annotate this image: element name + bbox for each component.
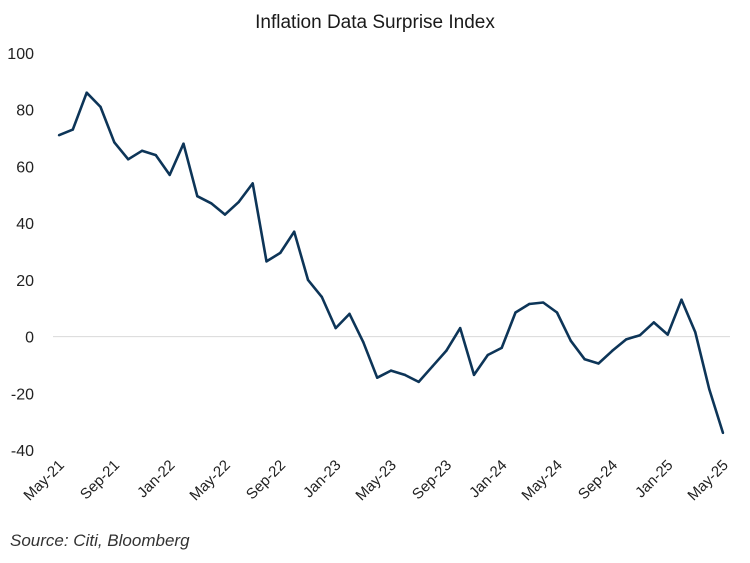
data-point-Aug-23 bbox=[431, 365, 434, 368]
x-tick-label: Sep-24 bbox=[575, 457, 621, 503]
data-point-Aug-21 bbox=[99, 105, 102, 109]
data-point-Jul-21 bbox=[85, 91, 88, 94]
data-point-Dec-22 bbox=[320, 295, 324, 299]
x-tick-label: May-24 bbox=[518, 457, 565, 504]
data-point-Nov-23 bbox=[472, 373, 476, 377]
x-tick-label: Sep-21 bbox=[77, 457, 123, 503]
y-tick-label: 60 bbox=[16, 159, 34, 176]
data-point-Sep-23 bbox=[445, 349, 448, 352]
data-point-Jul-22 bbox=[251, 182, 254, 185]
chart-title: Inflation Data Surprise Index bbox=[255, 12, 495, 33]
data-point-Jan-25 bbox=[666, 333, 669, 336]
x-tick-label: Jan-25 bbox=[632, 457, 676, 501]
y-tick-label: -40 bbox=[11, 443, 34, 460]
data-point-Aug-24 bbox=[597, 362, 600, 365]
data-point-Mar-24 bbox=[528, 302, 531, 306]
x-tick-label: Jan-23 bbox=[300, 457, 344, 501]
data-point-Sep-22 bbox=[279, 251, 282, 255]
data-point-Feb-24 bbox=[514, 311, 517, 314]
data-point-Nov-21 bbox=[140, 149, 144, 153]
data-point-Nov-24 bbox=[638, 333, 642, 337]
y-tick-label: 40 bbox=[16, 216, 34, 233]
x-tick-label: May-21 bbox=[20, 457, 67, 504]
data-point-Apr-25 bbox=[707, 387, 711, 391]
x-tick-label: Jan-22 bbox=[134, 457, 178, 501]
data-point-Jul-24 bbox=[583, 358, 586, 361]
data-point-Sep-21 bbox=[113, 141, 116, 144]
data-point-Oct-23 bbox=[458, 326, 462, 330]
data-point-Jan-22 bbox=[168, 173, 171, 177]
data-point-Dec-21 bbox=[154, 153, 158, 157]
data-point-Jun-22 bbox=[237, 200, 241, 204]
y-tick-label: -20 bbox=[11, 386, 34, 403]
data-point-Oct-21 bbox=[126, 158, 130, 161]
data-point-Dec-23 bbox=[486, 353, 490, 357]
data-point-Jan-23 bbox=[334, 326, 337, 330]
data-point-Apr-23 bbox=[375, 376, 379, 379]
y-tick-label: 80 bbox=[16, 103, 34, 120]
y-axis-ticks: 100 80 60 40 20 0 -20 -40 bbox=[7, 46, 34, 460]
x-axis-ticks: May-21 Sep-21 Jan-22 May-22 Sep-22 Jan-23 May-… bbox=[20, 457, 731, 504]
data-point-Feb-22 bbox=[182, 142, 185, 145]
data-point-Mar-25 bbox=[694, 331, 697, 334]
data-point-Aug-22 bbox=[265, 260, 268, 263]
data-point-Jun-24 bbox=[569, 339, 573, 343]
y-tick-label: 20 bbox=[16, 273, 34, 290]
data-point-Mar-23 bbox=[362, 341, 365, 344]
data-point-Oct-22 bbox=[292, 230, 296, 233]
x-tick-label: Sep-23 bbox=[409, 457, 455, 503]
series-points bbox=[57, 91, 725, 435]
x-tick-label: May-22 bbox=[186, 457, 233, 504]
y-tick-label: 100 bbox=[7, 46, 34, 63]
data-point-May-24 bbox=[555, 311, 559, 314]
data-point-Jun-21 bbox=[71, 128, 75, 131]
series-line bbox=[58, 91, 725, 434]
x-tick-label: Jan-24 bbox=[466, 457, 510, 501]
data-point-Sep-24 bbox=[611, 349, 614, 352]
data-point-May-23 bbox=[389, 369, 393, 372]
data-point-Feb-23 bbox=[348, 312, 351, 316]
data-point-Feb-25 bbox=[680, 298, 683, 301]
data-point-Nov-22 bbox=[306, 278, 310, 282]
x-tick-label: May-25 bbox=[684, 457, 731, 504]
data-point-Dec-24 bbox=[652, 321, 656, 324]
data-point-Apr-24 bbox=[541, 301, 545, 304]
data-point-Oct-24 bbox=[624, 338, 628, 341]
data-point-Mar-22 bbox=[196, 195, 199, 198]
x-tick-label: May-23 bbox=[352, 457, 399, 504]
source-note: Source: Citi, Bloomberg bbox=[10, 531, 190, 550]
data-point-Jul-23 bbox=[417, 380, 420, 384]
data-point-May-21 bbox=[57, 134, 61, 137]
data-point-Jan-24 bbox=[500, 346, 503, 350]
data-point-Apr-22 bbox=[209, 202, 213, 205]
y-tick-label: 0 bbox=[25, 330, 34, 347]
data-point-May-25 bbox=[721, 431, 725, 435]
data-point-Jun-23 bbox=[403, 373, 407, 377]
x-tick-label: Sep-22 bbox=[243, 457, 289, 503]
data-point-May-22 bbox=[223, 213, 227, 216]
